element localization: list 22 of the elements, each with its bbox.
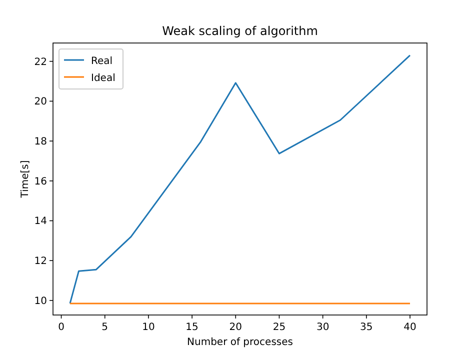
y-tick-label: 20 xyxy=(34,96,47,108)
y-tick-label: 12 xyxy=(34,256,47,268)
y-tick-label: 10 xyxy=(34,296,47,307)
line-series xyxy=(69,54,411,304)
legend-label: Ideal xyxy=(91,73,116,84)
x-tick-label: 35 xyxy=(360,322,373,333)
y-tick-label: 14 xyxy=(34,216,47,228)
y-axis-title: Time[s] xyxy=(20,160,31,199)
x-tick-label: 25 xyxy=(272,322,286,333)
x-tick-label: 5 xyxy=(102,322,108,333)
chart-title: Weak scaling of algorithm xyxy=(162,24,318,38)
x-tick-label: 10 xyxy=(142,322,155,333)
x-tick-label: 20 xyxy=(229,322,242,333)
x-tick-label: 30 xyxy=(316,322,330,333)
x-tick-label: 0 xyxy=(58,322,64,333)
y-tick-label: 22 xyxy=(34,56,47,68)
legend-label: Real xyxy=(91,56,113,67)
x-axis-title: Number of processes xyxy=(187,337,293,348)
y-tick-label: 16 xyxy=(34,176,47,188)
x-tick-label: 40 xyxy=(404,322,416,333)
x-tick-label: 15 xyxy=(186,322,198,333)
y-tick-label: 18 xyxy=(34,136,47,148)
